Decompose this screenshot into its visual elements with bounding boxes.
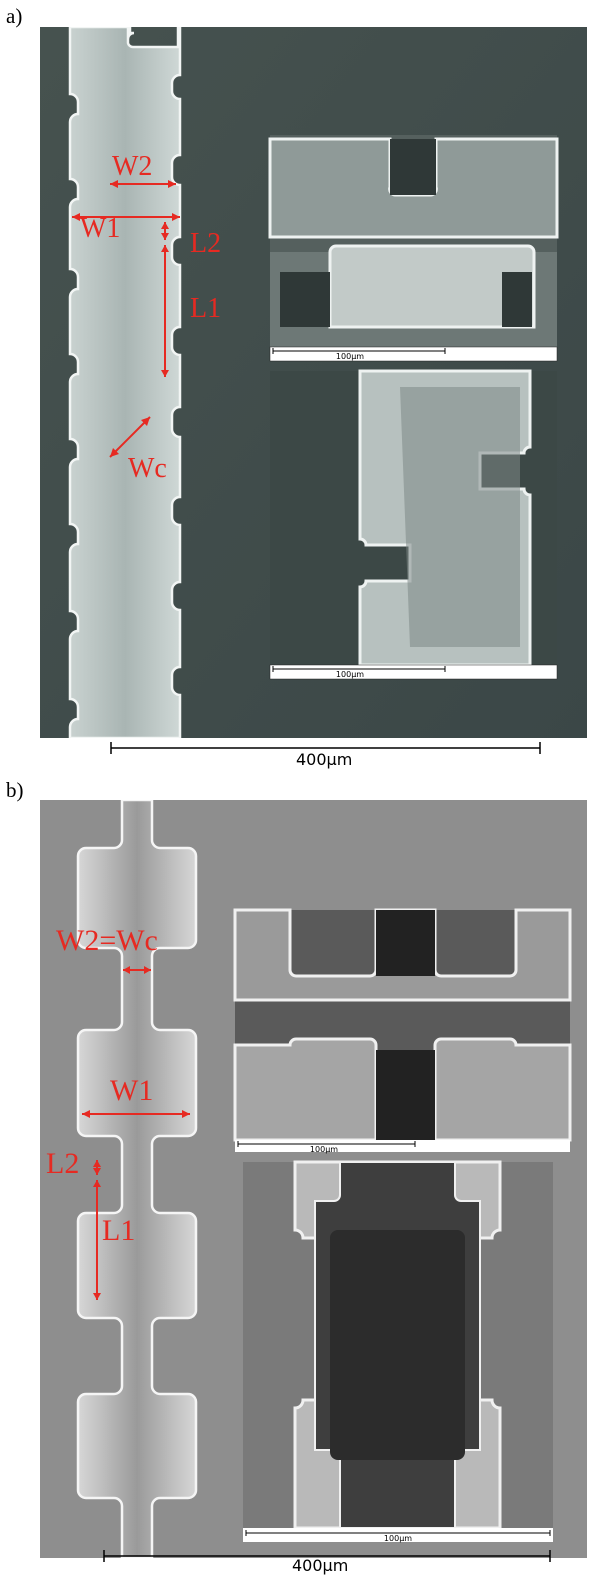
- panel-b-image: 100µm 100µm W2=Wc W1 L2 L1: [40, 800, 587, 1558]
- scale-bar-a-label: 400µm: [296, 750, 353, 769]
- inset-top-b-scale-text: 100µm: [310, 1145, 338, 1154]
- inset-bottom-a-scale-text: 100µm: [336, 670, 364, 679]
- inset-top-b: 100µm: [233, 908, 572, 1154]
- scale-bar-b: [103, 1550, 553, 1562]
- panel-a-image: 100µm 100µm W2 W1 L2 L1 Wc: [40, 27, 587, 738]
- panel-b-label: b): [6, 778, 24, 802]
- label-l1-b: L1: [102, 1214, 135, 1247]
- label-w1-a: W1: [80, 213, 120, 244]
- label-wc-a: Wc: [128, 453, 167, 484]
- microchannel-a: [68, 27, 182, 738]
- label-l1-a: L1: [190, 293, 221, 324]
- label-w1-b: W1: [110, 1074, 153, 1107]
- inset-bottom-b-scale-text: 100µm: [384, 1534, 412, 1543]
- inset-top-a: 100µm: [268, 135, 559, 362]
- annotation-arrowheads-a: [72, 180, 180, 457]
- label-w2-a: W2: [112, 151, 152, 182]
- microchannel-b: [76, 800, 198, 1558]
- inset-bottom-b: 100µm: [243, 1160, 553, 1543]
- inset-bottom-a: 100µm: [269, 369, 558, 680]
- label-l2-b: L2: [46, 1147, 79, 1180]
- annotation-arrows-a: [72, 183, 180, 458]
- scale-bar-b-label: 400µm: [292, 1556, 349, 1575]
- label-w2-wc-b: W2=Wc: [56, 924, 158, 957]
- label-l2-a: L2: [190, 228, 221, 259]
- annotation-arrowheads-b: [82, 966, 190, 1300]
- panel-a-label: a): [6, 4, 23, 28]
- inset-top-a-scale-text: 100µm: [336, 352, 364, 361]
- scale-bar-a: [110, 742, 542, 754]
